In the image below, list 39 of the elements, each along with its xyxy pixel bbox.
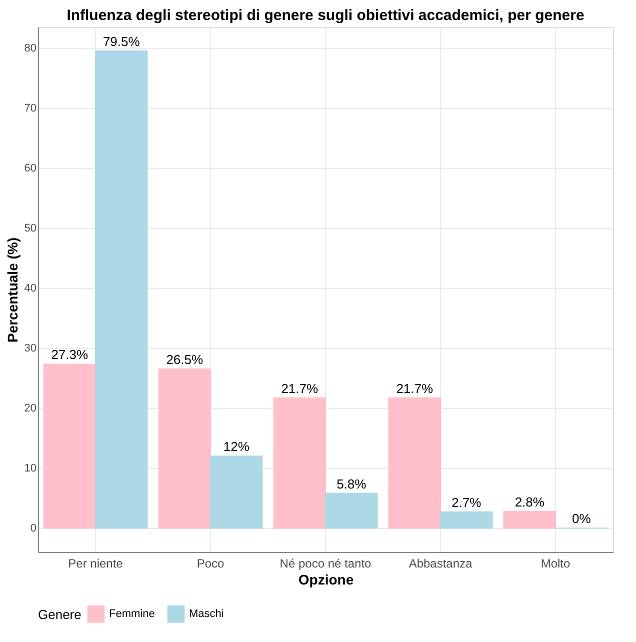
legend-label: Maschi [189,608,224,620]
data-label: 21.7% [396,380,434,396]
x-tick-label: Per niente [68,556,124,570]
bar [440,511,493,529]
bar [325,492,378,529]
y-tick-label: 70 [24,102,36,114]
y-tick-label: 10 [24,462,36,475]
data-label: 5.8% [336,476,367,492]
data-label: 27.3% [51,347,88,362]
bar [43,364,96,529]
y-axis-title: Percentuale (%) [4,237,20,343]
x-tick-label: Poco [196,556,224,570]
x-tick-label: Né poco né tanto [280,556,372,570]
data-label: 12% [223,439,250,454]
data-label: 26.5% [166,352,204,368]
bar [95,50,148,529]
bar [388,397,441,529]
y-tick-label: 0 [30,522,36,535]
chart-title: Influenza degli stereotipi di genere sugli obiettivi accademici, per genere [66,7,584,24]
data-label: 2.8% [514,494,545,510]
y-tick-label: 20 [24,402,36,415]
bar [273,397,326,529]
y-tick-label: 60 [24,162,36,174]
x-tick-label: Abbastanza [408,556,473,570]
bar [210,456,263,529]
data-label: 21.7% [281,380,318,396]
y-tick-label: 30 [24,342,36,355]
data-label: 2.7% [452,494,482,510]
bar [158,368,211,529]
legend-label: Femmine [109,608,155,620]
x-axis-title: Opzione [298,572,354,588]
y-tick-label: 50 [24,222,36,234]
legend-title: Genere [38,607,82,622]
x-tick-label: Molto [540,556,570,570]
data-label: 0% [572,511,592,526]
y-tick-label: 80 [24,42,36,54]
y-tick-label: 40 [24,282,36,294]
data-label: 79.5% [102,34,140,49]
bar [503,510,556,529]
